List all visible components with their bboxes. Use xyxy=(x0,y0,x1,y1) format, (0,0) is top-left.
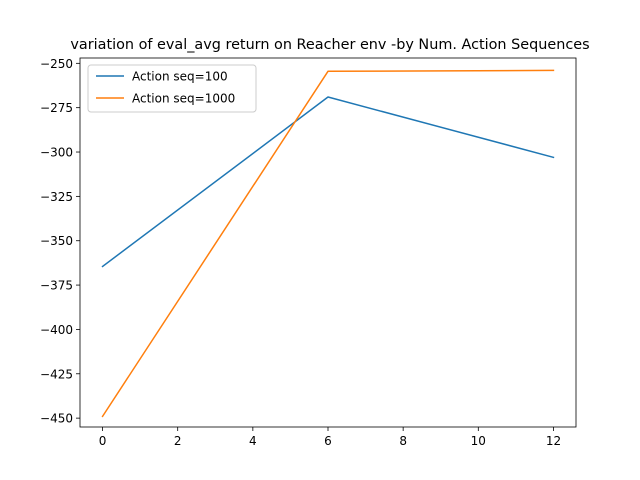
legend: Action seq=100 Action seq=1000 xyxy=(87,64,257,113)
legend-label-1: Action seq=100 xyxy=(132,70,228,84)
legend-box xyxy=(87,64,257,113)
series-line-1 xyxy=(101,96,555,268)
y-tick-label: −325 xyxy=(40,190,73,204)
axes-frame xyxy=(79,57,577,428)
chart-title: variation of eval_avg return on Reacher … xyxy=(70,37,589,53)
x-tick-label: 8 xyxy=(399,434,407,448)
legend-label-2: Action seq=1000 xyxy=(132,92,235,106)
x-tick-label: 10 xyxy=(471,434,486,448)
axes: 0 2 4 6 8 10 12 −450 −425 −400 −375 −350 −325 −300 −27… xyxy=(40,57,577,448)
y-tick-label: −425 xyxy=(40,367,73,381)
y-tick-label: −400 xyxy=(40,323,73,337)
y-tick-label: −250 xyxy=(40,57,73,71)
y-tick-label: −300 xyxy=(40,146,73,160)
y-tick-label: −375 xyxy=(40,279,73,293)
x-tick-label: 2 xyxy=(174,434,182,448)
x-tick-label: 0 xyxy=(99,434,107,448)
plot-area xyxy=(101,69,555,418)
y-tick-label: −275 xyxy=(40,101,73,115)
x-tick-label: 12 xyxy=(546,434,561,448)
x-tick-label: 4 xyxy=(249,434,257,448)
series-line-2 xyxy=(101,69,555,418)
x-tick-label: 6 xyxy=(324,434,332,448)
y-tick-label: −350 xyxy=(40,234,73,248)
y-tick-label: −450 xyxy=(40,412,73,426)
